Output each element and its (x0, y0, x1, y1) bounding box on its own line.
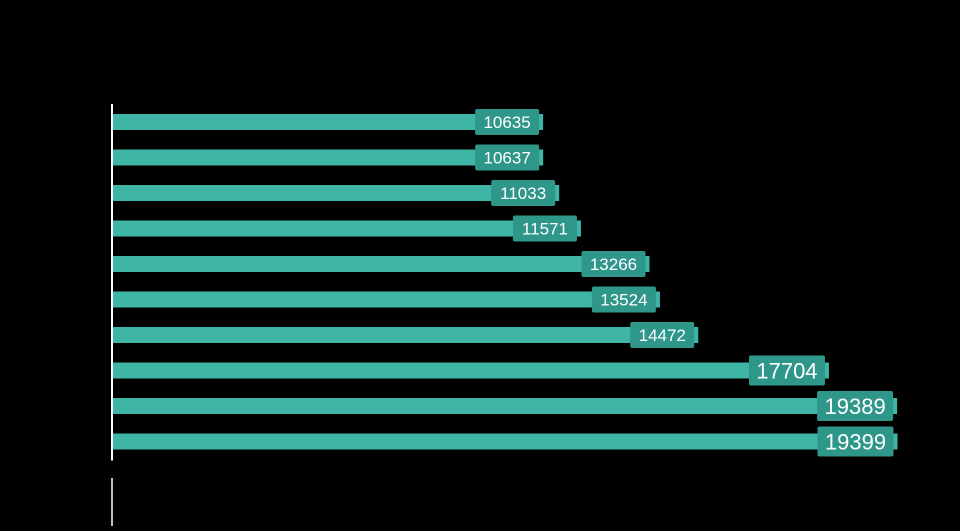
data-label: 19399 (825, 429, 886, 454)
data-label-box (630, 322, 695, 348)
data-label-box (817, 426, 894, 457)
bar (113, 149, 544, 166)
data-label-box (512, 215, 577, 242)
data-label: 11033 (500, 184, 546, 203)
data-label-box (475, 109, 540, 135)
data-label: 11571 (522, 220, 568, 239)
bar (113, 185, 560, 201)
bar (113, 220, 581, 237)
data-label: 10635 (483, 113, 530, 132)
bar (113, 114, 544, 130)
data-label: 13524 (600, 291, 647, 310)
data-label-box (817, 391, 894, 421)
bar (113, 398, 898, 414)
data-label: 17704 (756, 358, 817, 383)
data-label-box (591, 286, 656, 313)
bar (113, 291, 660, 308)
data-label-box (491, 180, 556, 206)
data-label-box (581, 251, 646, 277)
bar (113, 327, 699, 343)
bar (113, 256, 650, 272)
data-label-box (475, 144, 540, 171)
data-label: 10637 (484, 149, 531, 168)
data-label: 19389 (825, 394, 886, 419)
bar (113, 433, 898, 450)
data-label-box (748, 355, 825, 386)
bar (113, 362, 829, 379)
data-label: 13266 (590, 255, 637, 274)
data-label: 14472 (639, 326, 686, 345)
